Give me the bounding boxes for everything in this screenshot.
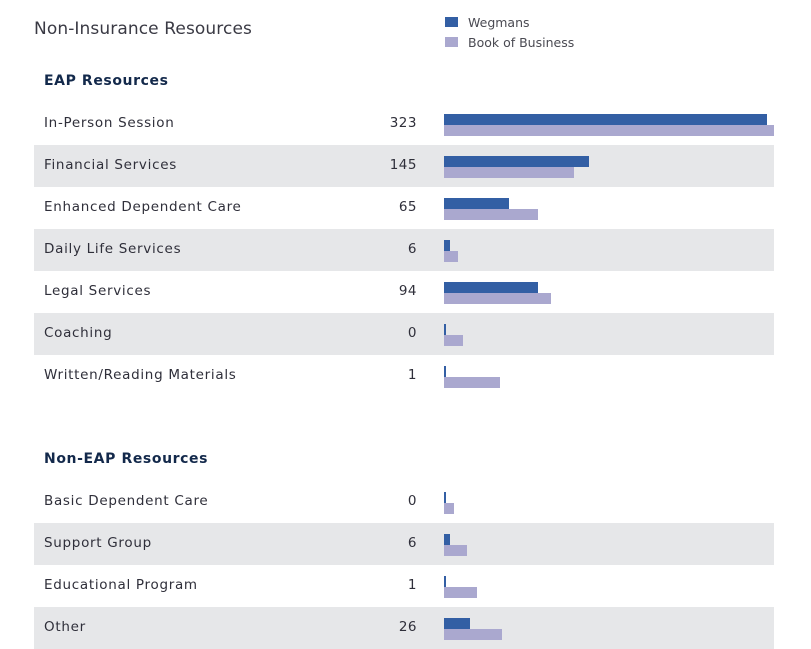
bar-book-of-business [444,587,477,598]
bar-book-of-business [444,293,551,304]
bar-wegmans [444,198,509,209]
data-label: 0 [407,325,417,341]
legend: Wegmans Book of Business [445,12,574,52]
category-label: Legal Services [44,283,152,299]
data-label: 1 [407,367,417,383]
bar-wegmans [444,618,470,629]
category-label: Coaching [44,325,113,341]
table-row: Daily Life Services 6 [34,229,774,271]
bar-wegmans [444,492,446,503]
data-label: 6 [407,241,417,257]
section-title-non-eap-resources: Non-EAP Resources [44,451,209,467]
table-row: Educational Program 1 [34,565,774,607]
bar-wegmans [444,576,446,587]
bar-book-of-business [444,377,500,388]
bar-book-of-business [444,335,463,346]
table-row: Legal Services 94 [34,271,774,313]
bar-book-of-business [444,167,574,178]
data-label: 145 [389,157,417,173]
bar-book-of-business [444,209,538,220]
bar-book-of-business [444,545,467,556]
category-label: Support Group [44,535,152,551]
table-row: Enhanced Dependent Care 65 [34,187,774,229]
data-label: 26 [398,619,417,635]
data-label: 6 [407,535,417,551]
table-row: Financial Services 145 [34,145,774,187]
data-label: 0 [407,493,417,509]
table-row: In-Person Session 323 [34,103,774,145]
page-title: Non-Insurance Resources [34,19,252,39]
legend-item-book-of-business: Book of Business [445,32,574,52]
category-label: Enhanced Dependent Care [44,199,242,215]
bar-book-of-business [444,503,454,514]
bar-wegmans [444,366,446,377]
legend-swatch-book-of-business [445,37,458,47]
category-label: Basic Dependent Care [44,493,209,509]
bar-wegmans [444,240,450,251]
bar-book-of-business [444,251,458,262]
legend-label-book-of-business: Book of Business [468,34,575,50]
data-label: 1 [407,577,417,593]
bar-wegmans [444,324,446,335]
category-label: Written/Reading Materials [44,367,237,383]
table-row: Support Group 6 [34,523,774,565]
category-label: Other [44,619,86,635]
table-row: Other 26 [34,607,774,649]
legend-item-wegmans: Wegmans [445,12,574,32]
category-label: In-Person Session [44,115,175,131]
category-label: Educational Program [44,577,198,593]
bar-wegmans [444,534,450,545]
bar-wegmans [444,282,538,293]
section-title-eap-resources: EAP Resources [44,73,169,89]
legend-label-wegmans: Wegmans [468,14,530,30]
table-row: Basic Dependent Care 0 [34,481,774,523]
legend-swatch-wegmans [445,17,458,27]
category-label: Daily Life Services [44,241,182,257]
bar-book-of-business [444,125,774,136]
data-label: 323 [389,115,417,131]
table-row: Written/Reading Materials 1 [34,355,774,397]
bar-wegmans [444,114,767,125]
bar-book-of-business [444,629,502,640]
data-label: 94 [398,283,417,299]
data-label: 65 [398,199,417,215]
bar-wegmans [444,156,589,167]
table-row: Coaching 0 [34,313,774,355]
category-label: Financial Services [44,157,177,173]
